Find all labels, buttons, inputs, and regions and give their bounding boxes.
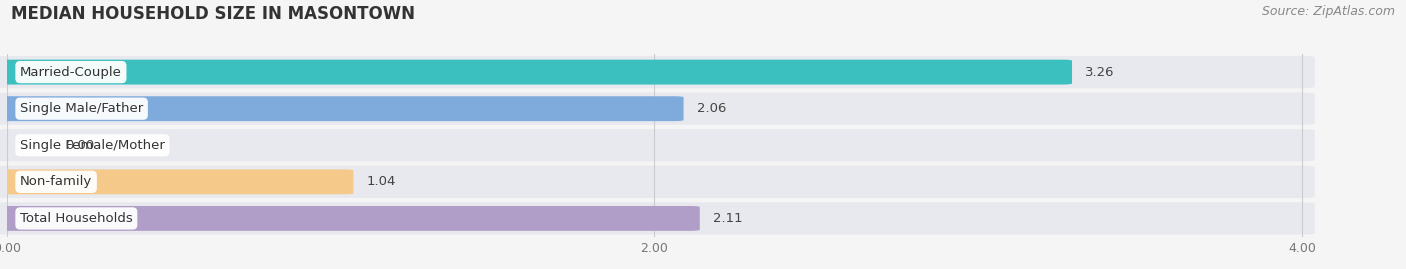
Text: Single Male/Father: Single Male/Father bbox=[20, 102, 143, 115]
FancyBboxPatch shape bbox=[0, 60, 1071, 84]
FancyBboxPatch shape bbox=[0, 129, 1315, 161]
FancyBboxPatch shape bbox=[0, 169, 353, 194]
Text: MEDIAN HOUSEHOLD SIZE IN MASONTOWN: MEDIAN HOUSEHOLD SIZE IN MASONTOWN bbox=[11, 5, 415, 23]
FancyBboxPatch shape bbox=[0, 56, 1315, 88]
Text: 3.26: 3.26 bbox=[1085, 66, 1115, 79]
Text: Source: ZipAtlas.com: Source: ZipAtlas.com bbox=[1261, 5, 1395, 18]
Text: 2.06: 2.06 bbox=[696, 102, 725, 115]
Text: Single Female/Mother: Single Female/Mother bbox=[20, 139, 165, 152]
FancyBboxPatch shape bbox=[0, 93, 1315, 125]
Text: 2.11: 2.11 bbox=[713, 212, 742, 225]
Text: Married-Couple: Married-Couple bbox=[20, 66, 122, 79]
FancyBboxPatch shape bbox=[0, 206, 700, 231]
Text: Non-family: Non-family bbox=[20, 175, 93, 188]
Text: 0.00: 0.00 bbox=[65, 139, 94, 152]
Text: 1.04: 1.04 bbox=[367, 175, 395, 188]
FancyBboxPatch shape bbox=[0, 166, 1315, 198]
FancyBboxPatch shape bbox=[0, 96, 683, 121]
Text: Total Households: Total Households bbox=[20, 212, 132, 225]
FancyBboxPatch shape bbox=[0, 202, 1315, 235]
